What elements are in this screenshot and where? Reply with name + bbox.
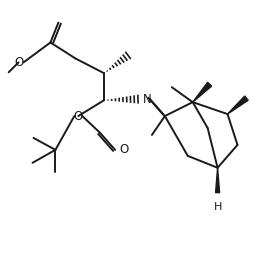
- Text: N: N: [143, 93, 152, 106]
- Polygon shape: [193, 82, 212, 102]
- Text: O: O: [119, 143, 128, 156]
- Polygon shape: [227, 96, 248, 114]
- Text: H: H: [213, 202, 222, 212]
- Text: O: O: [14, 56, 23, 69]
- Text: O: O: [74, 109, 83, 123]
- Polygon shape: [216, 168, 219, 193]
